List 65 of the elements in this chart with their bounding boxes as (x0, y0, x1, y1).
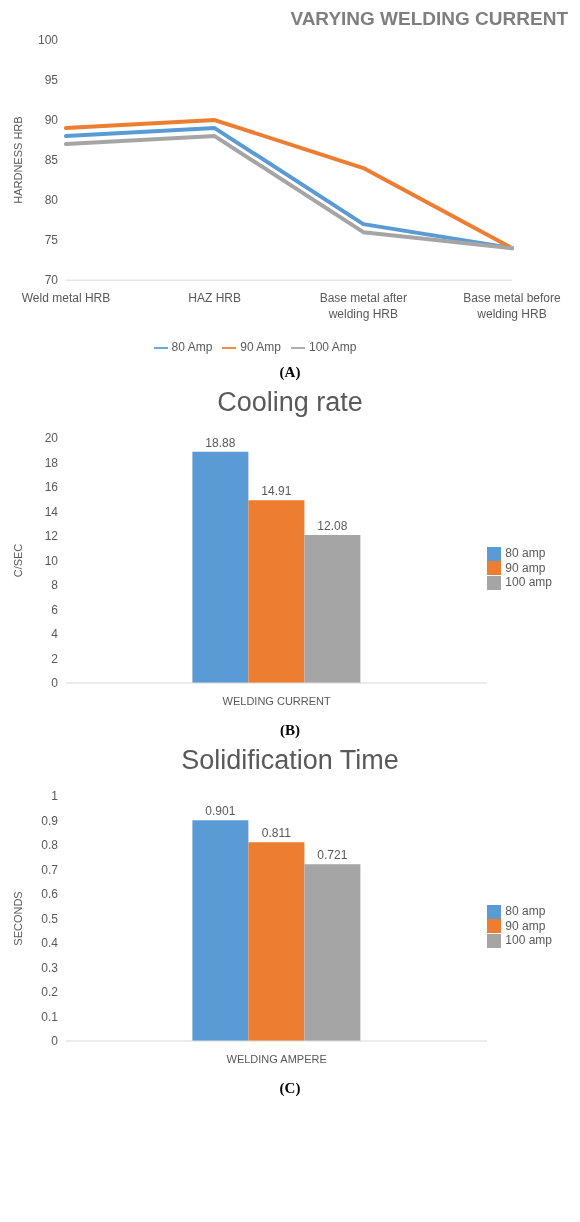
y-tick-label: 0.8 (41, 838, 59, 853)
bar (248, 842, 305, 1041)
text: (A) (278, 364, 302, 381)
y-tick-label: 0.7 (41, 862, 59, 877)
bar (192, 451, 249, 683)
y-tick-label: 20 (44, 431, 59, 446)
y-tick-label: 80 (44, 193, 59, 208)
y-tick-label: 2 (51, 651, 59, 666)
y-tick-label: 95 (44, 73, 59, 88)
x-tick-label: Weld metal HRB (21, 291, 111, 306)
y-tick-label: 16 (44, 480, 59, 495)
bar (192, 820, 249, 1041)
y-tick-label: 85 (44, 153, 59, 168)
data-label: 14.91 (261, 484, 292, 499)
chart-title: Solidification Time (180, 745, 400, 776)
x-tick-label: HAZ HRB (188, 291, 241, 306)
y-axis-title: C/SEC (11, 543, 24, 578)
y-tick-label: 70 (44, 273, 59, 288)
y-tick-label: 0.1 (41, 1009, 59, 1024)
legend-label: 90 Amp (240, 340, 282, 355)
x-axis-title: WELDING AMPERE (226, 1053, 327, 1065)
bar (304, 864, 361, 1041)
y-tick-label: 100 (37, 33, 59, 48)
y-tick-label: 18 (44, 455, 59, 470)
y-tick-label: 0.4 (41, 936, 59, 951)
data-label: 0.721 (317, 848, 348, 863)
legend-label: 80 amp (505, 545, 546, 560)
legend-label: 100 Amp (309, 340, 357, 355)
y-tick-label: 8 (51, 578, 59, 593)
y-tick-label: 12 (44, 529, 59, 544)
chart-title: VARYING WELDING CURRENT (289, 8, 569, 30)
y-tick-label: 0 (51, 1034, 59, 1049)
y-tick-label: 0.2 (41, 985, 59, 1000)
y-tick-label: 0 (51, 676, 59, 691)
data-label: 12.08 (317, 519, 348, 534)
text: (B) (279, 722, 301, 739)
y-tick-label: 90 (44, 113, 59, 128)
y-tick-label: 4 (51, 627, 59, 642)
y-tick-label: 0.5 (41, 911, 59, 926)
legend-label: 90 amp (505, 918, 546, 933)
y-tick-label: 0.3 (41, 960, 59, 975)
y-tick-label: 0.6 (41, 887, 59, 902)
y-tick-label: 10 (44, 553, 59, 568)
legend-label: 100 amp (505, 575, 552, 590)
chart-title: Cooling rate (216, 387, 364, 418)
bar (304, 535, 361, 683)
x-tick-label: Base metal after welding HRB (319, 291, 408, 322)
x-axis-title: WELDING CURRENT (222, 695, 332, 707)
y-tick-label: 14 (44, 504, 59, 519)
legend-label: 100 amp (505, 933, 552, 948)
x-tick-label: Base metal before welding HRB (463, 291, 562, 322)
text: (C) (278, 1080, 302, 1097)
legend-label: 80 Amp (171, 340, 213, 355)
y-tick-label: 6 (51, 602, 59, 617)
y-tick-label: 1 (51, 789, 59, 804)
y-tick-label: 0.9 (41, 813, 59, 828)
y-axis-title: SECONDS (11, 891, 24, 946)
data-label: 0.901 (205, 804, 236, 819)
y-tick-label: 75 (44, 233, 59, 248)
y-axis-title: HARDNESS HRB (11, 116, 24, 204)
legend-label: 90 amp (505, 560, 546, 575)
legend-label: 80 amp (505, 903, 546, 918)
data-label: 0.811 (261, 826, 292, 841)
bar (248, 500, 305, 683)
data-label: 18.88 (205, 435, 236, 450)
